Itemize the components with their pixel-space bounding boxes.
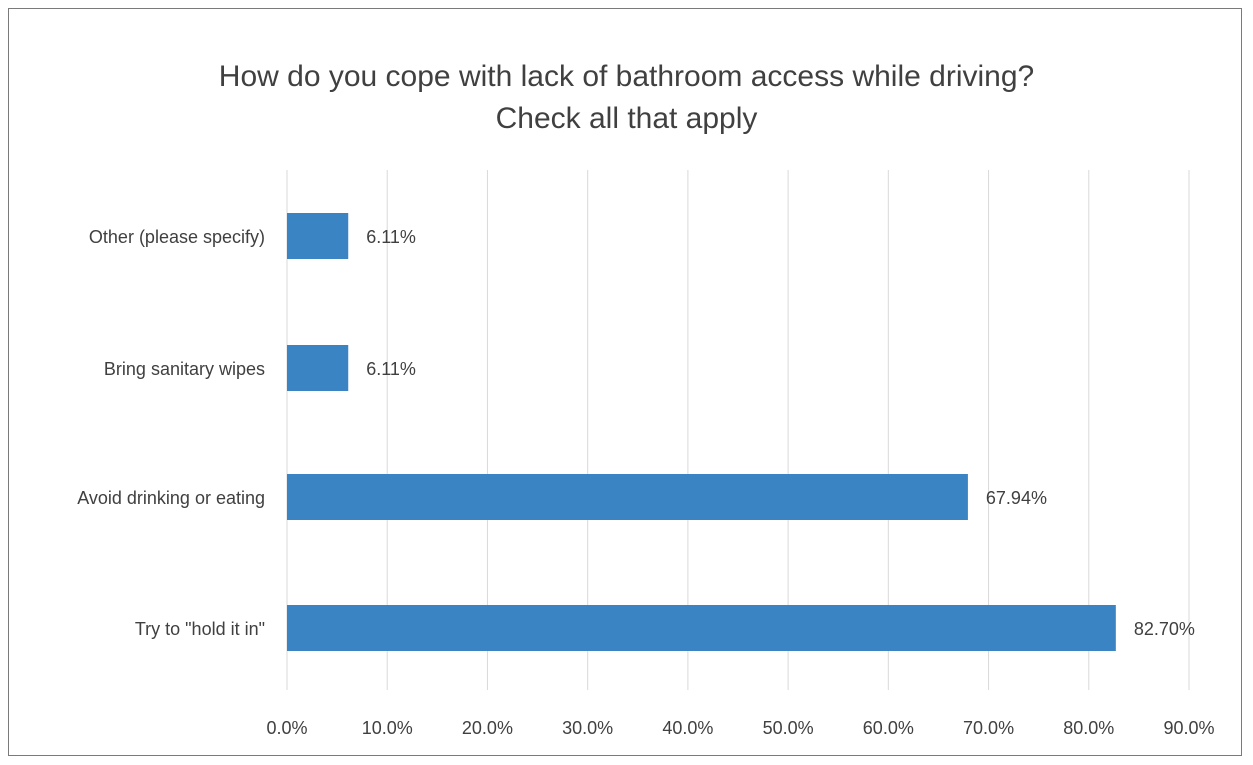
x-tick-label: 60.0% [863, 718, 914, 738]
x-tick-label: 80.0% [1063, 718, 1114, 738]
data-label: 82.70% [1134, 619, 1195, 639]
data-label: 67.94% [986, 488, 1047, 508]
data-label: 6.11% [366, 227, 416, 247]
category-label: Other (please specify) [89, 227, 265, 247]
category-label: Try to "hold it in" [135, 619, 265, 639]
bar [287, 213, 349, 259]
x-tick-label: 10.0% [362, 718, 413, 738]
x-tick-label: 70.0% [963, 718, 1014, 738]
bar [287, 345, 349, 391]
x-axis-tick-labels: 0.0% 10.0% 20.0% 30.0% 40.0% 50.0% 60.0% 70.0% 8… [266, 718, 1214, 738]
gridlines [286, 170, 1190, 690]
x-tick-label: 40.0% [662, 718, 713, 738]
chart-title-line-1: How do you cope with lack of bathroom ac… [218, 60, 1035, 93]
bar [287, 605, 1116, 651]
bars [287, 213, 1116, 651]
x-tick-label: 0.0% [266, 718, 307, 738]
chart-title: How do you cope with lack of bathroom ac… [0, 56, 1253, 140]
chart-title-line-2: Check all that apply [495, 102, 758, 135]
category-label: Bring sanitary wipes [104, 359, 265, 379]
data-label: 6.11% [366, 359, 416, 379]
x-tick-label: 90.0% [1163, 718, 1214, 738]
x-tick-label: 50.0% [763, 718, 814, 738]
x-tick-label: 30.0% [562, 718, 613, 738]
bar [287, 474, 968, 520]
category-label: Avoid drinking or eating [77, 488, 265, 508]
data-labels: 6.11% 6.11% 67.94% 82.70% [366, 227, 1195, 639]
x-tick-label: 20.0% [462, 718, 513, 738]
category-labels: Other (please specify) Bring sanitary wip… [77, 227, 265, 639]
